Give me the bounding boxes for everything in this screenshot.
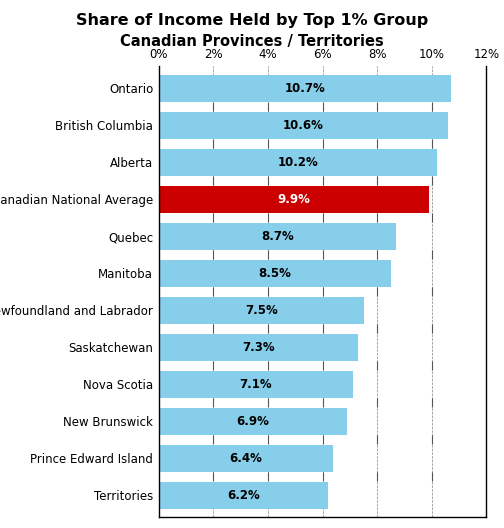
Text: 8.5%: 8.5% bbox=[259, 267, 291, 280]
Bar bbox=[159, 408, 347, 435]
Text: 10.2%: 10.2% bbox=[278, 156, 319, 169]
Bar bbox=[159, 371, 353, 398]
Text: 7.5%: 7.5% bbox=[245, 304, 278, 317]
Text: 10.6%: 10.6% bbox=[283, 119, 324, 131]
Text: 6.9%: 6.9% bbox=[236, 414, 269, 428]
Text: 6.2%: 6.2% bbox=[227, 489, 260, 502]
Bar bbox=[159, 260, 391, 287]
Bar bbox=[159, 223, 396, 250]
Text: 7.3%: 7.3% bbox=[242, 341, 275, 354]
Bar bbox=[159, 445, 334, 472]
Text: 10.7%: 10.7% bbox=[284, 82, 325, 95]
Text: 9.9%: 9.9% bbox=[278, 193, 310, 206]
Text: Canadian Provinces / Territories: Canadian Provinces / Territories bbox=[120, 34, 384, 49]
Bar bbox=[159, 297, 363, 324]
Text: 8.7%: 8.7% bbox=[261, 230, 294, 243]
Bar bbox=[159, 112, 448, 138]
Text: Share of Income Held by Top 1% Group: Share of Income Held by Top 1% Group bbox=[76, 13, 428, 28]
Bar bbox=[159, 334, 358, 361]
Bar bbox=[159, 482, 328, 508]
Bar bbox=[159, 186, 429, 213]
Bar bbox=[159, 75, 451, 101]
Text: 6.4%: 6.4% bbox=[230, 452, 263, 465]
Bar bbox=[159, 149, 437, 175]
Text: 7.1%: 7.1% bbox=[239, 378, 272, 391]
